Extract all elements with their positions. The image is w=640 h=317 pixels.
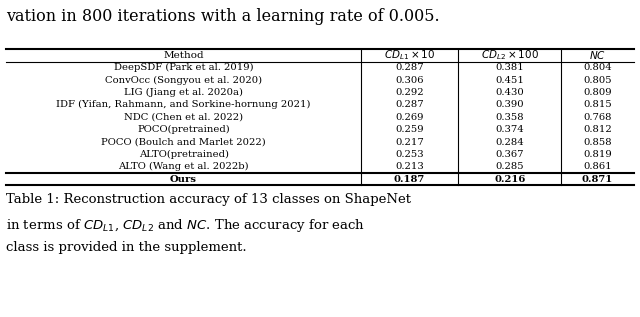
Text: 0.381: 0.381 bbox=[495, 63, 524, 72]
Text: in terms of $CD_{L1}$, $CD_{L2}$ and $NC$. The accuracy for each: in terms of $CD_{L1}$, $CD_{L2}$ and $NC… bbox=[6, 217, 365, 234]
Text: 0.269: 0.269 bbox=[395, 113, 424, 122]
Text: DeepSDF (Park et al. 2019): DeepSDF (Park et al. 2019) bbox=[114, 63, 253, 72]
Text: 0.213: 0.213 bbox=[395, 162, 424, 171]
Text: ConvOcc (Songyou et al. 2020): ConvOcc (Songyou et al. 2020) bbox=[105, 75, 262, 85]
Text: 0.292: 0.292 bbox=[395, 88, 424, 97]
Text: Ours: Ours bbox=[170, 175, 197, 184]
Text: 0.253: 0.253 bbox=[395, 150, 424, 159]
Text: 0.815: 0.815 bbox=[583, 100, 612, 109]
Text: $NC$: $NC$ bbox=[589, 49, 606, 61]
Text: 0.217: 0.217 bbox=[395, 138, 424, 146]
Text: 0.804: 0.804 bbox=[583, 63, 612, 72]
Text: 0.216: 0.216 bbox=[494, 175, 525, 184]
Text: 0.809: 0.809 bbox=[583, 88, 612, 97]
Text: 0.374: 0.374 bbox=[495, 125, 524, 134]
Text: ALTO (Wang et al. 2022b): ALTO (Wang et al. 2022b) bbox=[118, 162, 249, 171]
Text: NDC (Chen et al. 2022): NDC (Chen et al. 2022) bbox=[124, 113, 243, 122]
Text: 0.812: 0.812 bbox=[583, 125, 612, 134]
Text: 0.306: 0.306 bbox=[395, 76, 424, 85]
Text: POCO (Boulch and Marlet 2022): POCO (Boulch and Marlet 2022) bbox=[101, 138, 266, 146]
Text: 0.367: 0.367 bbox=[495, 150, 524, 159]
Text: class is provided in the supplement.: class is provided in the supplement. bbox=[6, 241, 247, 254]
Text: LIG (Jiang et al. 2020a): LIG (Jiang et al. 2020a) bbox=[124, 88, 243, 97]
Text: 0.187: 0.187 bbox=[394, 175, 425, 184]
Text: ALTO(pretrained): ALTO(pretrained) bbox=[139, 150, 228, 159]
Text: 0.285: 0.285 bbox=[495, 162, 524, 171]
Text: $CD_{L1} \times 10$: $CD_{L1} \times 10$ bbox=[383, 49, 435, 62]
Text: 0.805: 0.805 bbox=[583, 76, 612, 85]
Text: POCO(pretrained): POCO(pretrained) bbox=[137, 125, 230, 134]
Text: 0.259: 0.259 bbox=[395, 125, 424, 134]
Text: IDF (Yifan, Rahmann, and Sorkine-hornung 2021): IDF (Yifan, Rahmann, and Sorkine-hornung… bbox=[56, 100, 311, 109]
Text: 0.768: 0.768 bbox=[583, 113, 612, 122]
Text: vation in 800 iterations with a learning rate of 0.005.: vation in 800 iterations with a learning… bbox=[6, 8, 440, 25]
Text: $CD_{L2} \times 100$: $CD_{L2} \times 100$ bbox=[481, 49, 539, 62]
Text: 0.284: 0.284 bbox=[495, 138, 524, 146]
Text: 0.287: 0.287 bbox=[395, 100, 424, 109]
Text: 0.858: 0.858 bbox=[583, 138, 612, 146]
Text: 0.390: 0.390 bbox=[495, 100, 524, 109]
Text: 0.430: 0.430 bbox=[495, 88, 524, 97]
Text: Method: Method bbox=[163, 51, 204, 60]
Text: 0.287: 0.287 bbox=[395, 63, 424, 72]
Text: 0.871: 0.871 bbox=[582, 175, 613, 184]
Text: Table 1: Reconstruction accuracy of 13 classes on ShapeNet: Table 1: Reconstruction accuracy of 13 c… bbox=[6, 193, 412, 206]
Text: 0.861: 0.861 bbox=[583, 162, 612, 171]
Text: 0.451: 0.451 bbox=[495, 76, 524, 85]
Text: 0.819: 0.819 bbox=[583, 150, 612, 159]
Text: 0.358: 0.358 bbox=[495, 113, 524, 122]
